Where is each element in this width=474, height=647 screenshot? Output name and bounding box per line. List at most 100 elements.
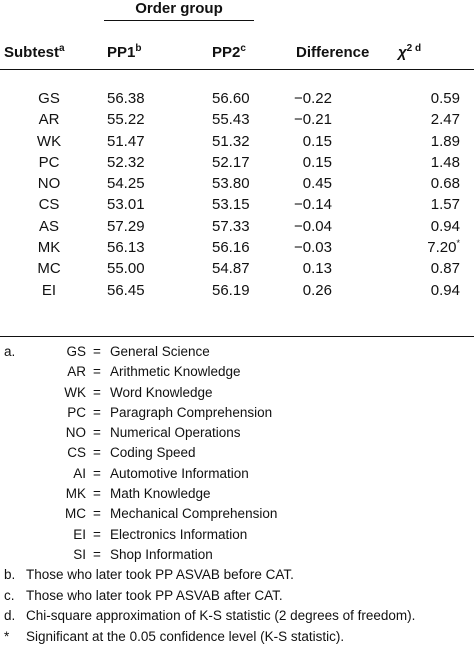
cell-chi-square: 0.68 <box>430 175 460 193</box>
footnote-marker: c. <box>4 587 15 603</box>
cell-difference: −0.21 <box>294 111 332 129</box>
cell-chi-square: 0.94 <box>430 217 460 235</box>
cell-subtest: EI <box>41 281 57 299</box>
equals-sign: = <box>93 445 101 461</box>
order-group-header: Order group <box>135 0 223 17</box>
cell-pp1: 56.45 <box>107 281 145 299</box>
cell-difference: 0.13 <box>302 260 332 278</box>
cell-pp2: 52.17 <box>212 153 250 171</box>
abbreviation-name: Electronics Information <box>110 526 248 542</box>
cell-pp1: 55.22 <box>107 111 145 129</box>
cell-pp1: 52.32 <box>107 153 145 171</box>
cell-chi-square: 1.48 <box>430 153 460 171</box>
footnote-marker: * <box>4 628 10 644</box>
equals-sign: = <box>93 384 101 400</box>
cell-subtest: CS <box>38 196 60 214</box>
header-rule <box>0 69 474 70</box>
abbreviation-code: MC <box>65 506 86 522</box>
abbreviation-name: Shop Information <box>110 546 213 562</box>
table-row: MC 55.00 54.87 0.13 0.87 <box>0 258 474 279</box>
cell-chi-square: 1.89 <box>430 132 460 150</box>
abbreviation-name: Coding Speed <box>110 445 196 461</box>
cell-chi-square: 0.59 <box>430 90 460 107</box>
abbreviation-code: SI <box>73 546 86 562</box>
abbreviation-name: Automotive Information <box>110 465 249 481</box>
col-header-pp1: PP1b <box>107 43 142 62</box>
footnote-marker: d. <box>4 608 16 624</box>
abbreviation-item: CS = Coding Speed <box>0 443 474 463</box>
cell-pp1: 56.13 <box>107 239 145 257</box>
footnote-text: Those who later took PP ASVAB before CAT… <box>26 567 294 583</box>
table-row: AR 55.22 55.43 −0.21 2.47 <box>0 109 474 130</box>
abbreviation-name: Arithmetic Knowledge <box>110 364 241 380</box>
cell-difference: 0.45 <box>302 175 332 193</box>
abbreviation-code: AI <box>73 465 86 481</box>
col-header-subtest: Subtesta <box>4 43 65 62</box>
cell-pp2: 53.15 <box>212 196 250 214</box>
col-header-chi-square: χ2 d <box>398 43 422 62</box>
footnote-text: Those who later took PP ASVAB after CAT. <box>26 587 283 603</box>
table-notes: a. GS = General Science AR = Arithmetic Knowle… <box>0 342 474 647</box>
abbreviation-item: SI = Shop Information <box>0 545 474 565</box>
equals-sign: = <box>93 364 101 380</box>
cell-pp1: 54.25 <box>107 175 145 193</box>
table-row: GS 56.38 56.60 −0.22 0.59 <box>0 88 474 109</box>
abbreviation-name: Paragraph Comprehension <box>110 404 273 420</box>
equals-sign: = <box>93 506 101 522</box>
abbreviation-item: MC = Mechanical Comprehension <box>0 504 474 524</box>
cell-pp2: 56.16 <box>212 239 250 257</box>
cell-subtest: WK <box>36 132 62 150</box>
cell-difference: 0.26 <box>302 281 332 299</box>
table-row: NO 54.25 53.80 0.45 0.68 <box>0 173 474 194</box>
cell-chi-square: 7.20* <box>427 238 460 257</box>
cell-chi-square: 2.47 <box>430 111 460 129</box>
table-body: GS 56.38 56.60 −0.22 0.59 AR 55.22 55.43 −0.21 2.… <box>0 88 474 301</box>
footnote-text: Chi-square approximation of K-S statisti… <box>26 608 416 624</box>
table-row: AS 57.29 57.33 −0.04 0.94 <box>0 216 474 237</box>
cell-difference: −0.22 <box>294 90 332 107</box>
abbreviation-item: NO = Numerical Operations <box>0 423 474 443</box>
cell-difference: 0.15 <box>302 153 332 171</box>
equals-sign: = <box>93 425 101 441</box>
cell-pp2: 54.87 <box>212 260 250 278</box>
cell-pp1: 55.00 <box>107 260 145 278</box>
table-row: CS 53.01 53.15 −0.14 1.57 <box>0 194 474 215</box>
abbreviation-code: NO <box>65 425 86 441</box>
cell-pp1: 56.38 <box>107 90 145 107</box>
abbreviation-item: PC = Paragraph Comprehension <box>0 403 474 423</box>
abbreviation-code: GS <box>66 344 86 359</box>
equals-sign: = <box>93 465 101 481</box>
footnote-marker-a: a. <box>4 344 16 359</box>
abbreviation-code: AR <box>67 364 86 380</box>
cell-subtest: NO <box>37 175 61 193</box>
cell-subtest: MC <box>37 260 61 278</box>
cell-difference: −0.04 <box>294 217 332 235</box>
abbreviation-item: WK = Word Knowledge <box>0 383 474 403</box>
cell-pp2: 56.19 <box>212 281 250 299</box>
table-row: MK 56.13 56.16 −0.03 7.20* <box>0 237 474 258</box>
cell-subtest: GS <box>38 90 60 107</box>
footnote: b. Those who later took PP ASVAB before C… <box>0 565 474 586</box>
abbreviation-code: EI <box>73 526 86 542</box>
abbreviation-item: AI = Automotive Information <box>0 464 474 484</box>
abbreviation-name: Mechanical Comprehension <box>110 506 278 522</box>
footnote-marker: b. <box>4 567 16 583</box>
cell-subtest: MK <box>37 239 61 257</box>
table-row: EI 56.45 56.19 0.26 0.94 <box>0 280 474 301</box>
cell-subtest: AR <box>38 111 60 129</box>
col-header-difference: Difference <box>296 44 370 61</box>
cell-difference: −0.03 <box>294 239 332 257</box>
cell-pp2: 57.33 <box>212 217 250 235</box>
cell-pp1: 57.29 <box>107 217 145 235</box>
cell-difference: 0.15 <box>302 132 332 150</box>
abbreviation-item: MK = Math Knowledge <box>0 484 474 504</box>
abbreviation-code: CS <box>67 445 86 461</box>
abbreviation-code: PC <box>67 404 86 420</box>
equals-sign: = <box>93 546 101 562</box>
abbreviation-item: AR = Arithmetic Knowledge <box>0 362 474 382</box>
footnote: c. Those who later took PP ASVAB after CA… <box>0 586 474 607</box>
significance-mark: * <box>456 238 460 249</box>
table-row: WK 51.47 51.32 0.15 1.89 <box>0 131 474 152</box>
cell-chi-square: 0.87 <box>430 260 460 278</box>
table-bottom-rule <box>0 336 474 337</box>
